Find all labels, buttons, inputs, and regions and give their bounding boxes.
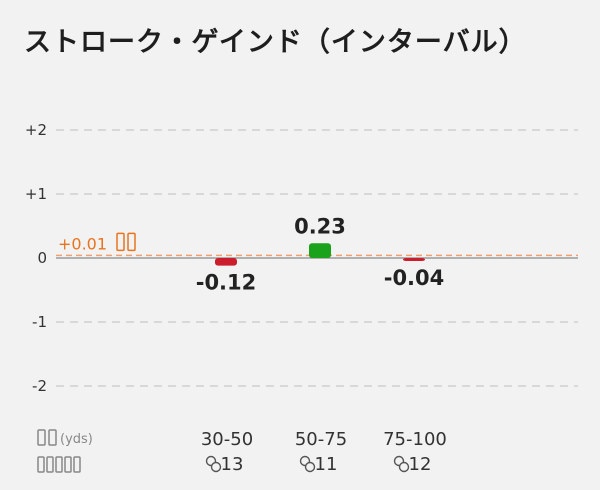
bar-value-label: 0.23 [294, 214, 346, 238]
bars-group: -0.12 0.23 -0.04 [196, 214, 445, 294]
x-category-label: 75-100 [383, 429, 447, 450]
x-axis-categories: (yds) 30-50 13 50-75 11 75-100 12 [37, 429, 447, 475]
y-tick-label: -1 [32, 313, 47, 331]
bar [215, 258, 237, 266]
shot-count-label: 11 [315, 454, 338, 475]
shots-icon [37, 456, 81, 473]
x-unit-label: (yds) [60, 432, 93, 447]
average-icon [116, 232, 136, 252]
bar-value-label: -0.04 [384, 266, 445, 290]
average-label: +0.01 [58, 234, 107, 253]
x-category-label: 30-50 [201, 429, 253, 450]
bar [309, 243, 331, 258]
grid-lines [56, 129, 578, 387]
y-tick-label: 0 [37, 249, 47, 267]
golf-ball-icon [205, 455, 222, 473]
bar-value-label: -0.12 [196, 271, 257, 295]
shot-count-label: 12 [409, 454, 432, 475]
distance-icon [37, 429, 57, 446]
y-tick-label: +1 [25, 185, 47, 203]
y-axis-ticks: +2 +1 0 -1 -2 [25, 121, 47, 395]
bar [403, 258, 425, 261]
golf-ball-icon [299, 455, 316, 473]
chart-title: ストローク・ゲインド（インターバル） [24, 27, 527, 58]
golf-ball-icon [393, 455, 410, 473]
y-tick-label: -2 [32, 377, 47, 395]
x-category-label: 50-75 [295, 429, 347, 450]
y-tick-label: +2 [25, 121, 47, 139]
shot-count-label: 13 [221, 454, 244, 475]
